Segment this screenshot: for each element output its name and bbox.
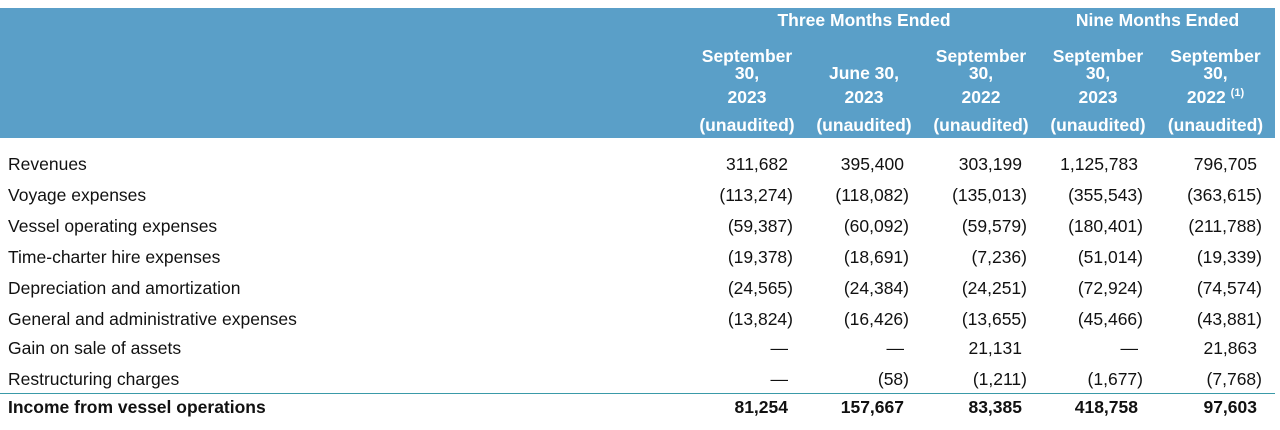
header-band — [0, 8, 1275, 138]
cell-value: (24,565) — [727, 278, 793, 298]
row-label: Income from vessel operations — [8, 397, 266, 417]
cell-value: (1,677) — [1087, 369, 1143, 389]
cell-value: (43,881) — [1196, 309, 1262, 329]
cell-value: 83,385 — [968, 397, 1022, 417]
cell-value: (18,691) — [843, 247, 909, 267]
row-label: Gain on sale of assets — [8, 338, 182, 358]
cell-value: (7,236) — [971, 247, 1027, 267]
group-header: Three Months Ended — [777, 10, 951, 30]
total-rule — [0, 393, 1275, 394]
year: 2022 — [961, 87, 1001, 107]
cell-value: (19,378) — [727, 247, 793, 267]
cell-value: (16,426) — [843, 309, 909, 329]
cell-value: (363,615) — [1187, 185, 1262, 205]
cell-value: 21,131 — [968, 338, 1022, 358]
cell-value: (59,579) — [961, 216, 1027, 236]
cell-value: (60,092) — [843, 216, 909, 236]
cell-value: 418,758 — [1074, 397, 1138, 417]
year: 2023 — [727, 87, 767, 107]
cell-value: — — [1120, 338, 1139, 358]
cell-value: 1,125,783 — [1060, 154, 1138, 174]
column-status: (unaudited) — [816, 115, 912, 135]
cell-value: (24,384) — [843, 278, 909, 298]
cell-value: (135,013) — [952, 185, 1027, 205]
row-label: Vessel operating expenses — [8, 216, 218, 236]
column-year: 2022 — [922, 87, 1040, 107]
cell-value: (113,274) — [719, 185, 793, 205]
row-label: General and administrative expenses — [8, 309, 297, 329]
column-date: September 30, — [701, 46, 793, 83]
cell-value: (19,339) — [1196, 247, 1262, 267]
cell-value: (180,401) — [1068, 216, 1143, 236]
column-date: September 30, — [935, 46, 1027, 83]
cell-value: (13,655) — [961, 309, 1027, 329]
column-status: (unaudited) — [699, 115, 795, 135]
cell-value: (59,387) — [727, 216, 793, 236]
row-label: Time-charter hire expenses — [8, 247, 221, 267]
cell-value: 303,199 — [958, 154, 1022, 174]
cell-value: (24,251) — [961, 278, 1027, 298]
cell-value: (118,082) — [835, 185, 909, 205]
column-status: (unaudited) — [933, 115, 1029, 135]
cell-value: — — [770, 369, 789, 389]
column-year: 2022 (1) — [1156, 87, 1275, 107]
cell-value: 311,682 — [726, 154, 788, 174]
row-label: Restructuring charges — [8, 369, 180, 389]
column-date: September 30, — [1052, 46, 1144, 83]
column-status: (unaudited) — [1050, 115, 1146, 135]
cell-value: (45,466) — [1077, 309, 1143, 329]
cell-value: (355,543) — [1068, 185, 1143, 205]
group-header: Nine Months Ended — [1075, 10, 1240, 30]
cell-value: 21,863 — [1203, 338, 1257, 358]
year: 2023 — [1078, 87, 1118, 107]
year: 2023 — [844, 87, 884, 107]
cell-value: 796,705 — [1193, 154, 1257, 174]
cell-value: — — [770, 338, 789, 358]
cell-value: (7,768) — [1206, 369, 1262, 389]
cell-value: — — [886, 338, 905, 358]
cell-value: 395,400 — [840, 154, 904, 174]
cell-value: (211,788) — [1188, 216, 1262, 236]
cell-value: 97,603 — [1203, 397, 1257, 417]
column-year: 2023 — [688, 87, 806, 107]
row-label: Voyage expenses — [8, 185, 147, 205]
column-status: (unaudited) — [1167, 115, 1264, 135]
cell-value: 157,667 — [840, 397, 904, 417]
row-label: Depreciation and amortization — [8, 278, 241, 298]
column-year: 2023 — [806, 87, 922, 107]
cell-value: 81,254 — [734, 397, 788, 417]
cell-value: (13,824) — [727, 309, 793, 329]
cell-value: (72,924) — [1077, 278, 1143, 298]
year: 2022 — [1186, 87, 1226, 107]
column-year: 2023 — [1040, 87, 1156, 107]
column-date: September 30, — [1170, 46, 1261, 83]
cell-value: (51,014) — [1077, 247, 1143, 267]
column-date: June 30, — [828, 63, 900, 83]
cell-value: (1,211) — [972, 369, 1027, 389]
cell-value: (58) — [877, 369, 909, 389]
row-label: Revenues — [8, 154, 87, 174]
footnote: (1) — [1230, 87, 1245, 100]
cell-value: (74,574) — [1196, 278, 1262, 298]
